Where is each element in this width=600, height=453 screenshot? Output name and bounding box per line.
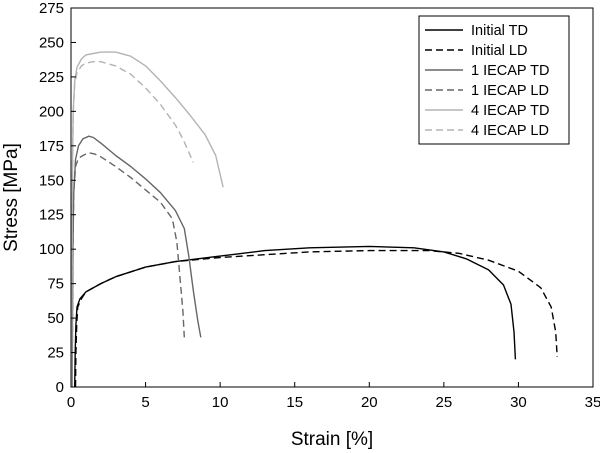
x-tick-label: 30 xyxy=(510,394,527,411)
legend-label: 1 IECAP TD xyxy=(471,63,549,79)
x-tick-label: 20 xyxy=(361,394,378,411)
y-tick-label: 100 xyxy=(39,241,64,258)
legend-label: Initial TD xyxy=(471,23,528,39)
y-tick-label: 150 xyxy=(39,172,64,189)
legend-box xyxy=(418,15,570,145)
x-tick-label: 15 xyxy=(286,394,303,411)
y-axis-title: Stress [MPa] xyxy=(1,143,22,252)
series-line-initial-ld xyxy=(74,249,558,388)
legend-label: 1 IECAP LD xyxy=(471,83,549,99)
y-tick-label: 125 xyxy=(39,207,64,224)
y-tick-label: 75 xyxy=(47,276,64,293)
x-axis-title: Strain [%] xyxy=(291,429,373,450)
y-tick-label: 225 xyxy=(39,69,64,86)
series-line-1-iecap-ld xyxy=(71,151,185,388)
x-axis: 0 5 10 15 20 25 30 35 xyxy=(67,382,600,411)
y-tick-label: 25 xyxy=(47,345,64,362)
x-tick-label: 0 xyxy=(67,394,75,411)
legend-label: 4 IECAP LD xyxy=(471,123,549,139)
y-tick-label: 275 xyxy=(39,0,64,17)
y-tick-label: 175 xyxy=(39,138,64,155)
x-tick-label: 25 xyxy=(436,394,453,411)
plot-frame xyxy=(70,7,594,388)
legend-label: Initial LD xyxy=(471,43,527,59)
y-tick-label: 50 xyxy=(47,310,64,327)
x-tick-label: 35 xyxy=(585,394,600,411)
series-line-4-iecap-ld xyxy=(70,61,194,388)
y-tick-label: 250 xyxy=(39,34,64,51)
x-tick-label: 10 xyxy=(212,394,229,411)
legend-label: 4 IECAP TD xyxy=(471,103,549,119)
legend: Initial TD Initial LD 1 IECAP TD 1 IECAP LD… xyxy=(418,15,570,145)
y-tick-label: 0 xyxy=(56,379,64,396)
plot-lines xyxy=(70,51,558,388)
x-tick-label: 5 xyxy=(141,394,149,411)
y-tick-label: 200 xyxy=(39,103,64,120)
y-axis: 0 25 50 75 100 125 150 175 200 225 250 275 xyxy=(39,0,76,396)
series-line-initial-td xyxy=(74,245,517,388)
